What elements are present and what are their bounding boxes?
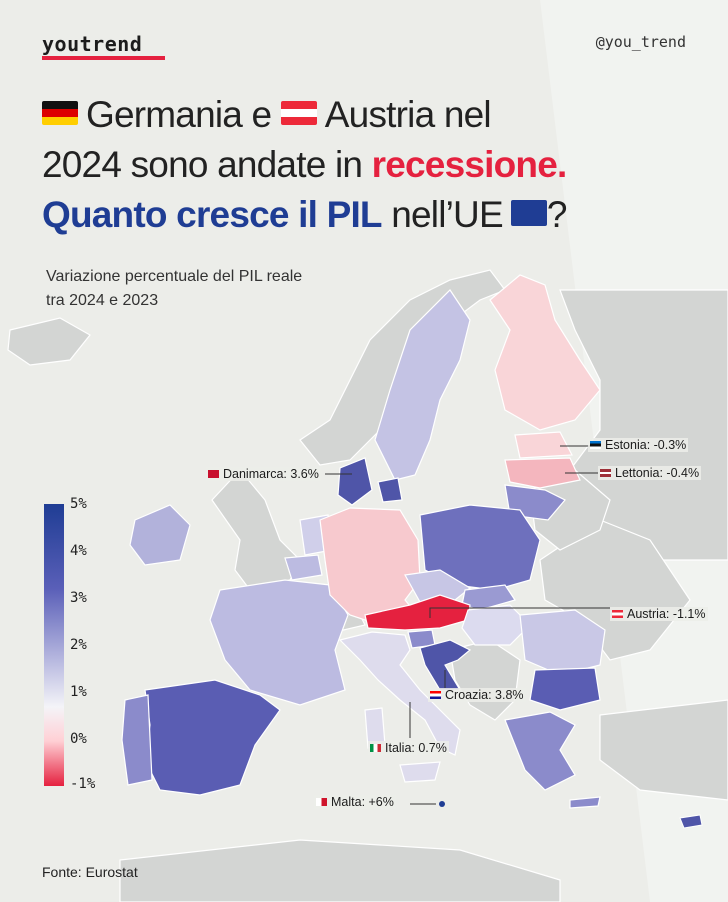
denmark-shape — [337, 457, 403, 506]
callout-latvia: Lettonia: -0.4% — [598, 466, 702, 480]
malta-flag-icon — [316, 797, 327, 806]
scale-label-3: 3% — [70, 590, 87, 606]
headline-eu: nell’UE — [381, 194, 503, 235]
social-handle: @you_trend — [595, 33, 686, 51]
greece-shape — [504, 711, 601, 809]
headline-question-mark: ? — [546, 194, 568, 235]
headline-line-3: Quanto cresce il PIL nell’UE? — [42, 190, 702, 240]
finland-shape — [489, 274, 601, 431]
turkey-shape — [599, 699, 728, 801]
eu-flag-icon — [510, 200, 547, 227]
headline-line-1: Germania e Austria nel — [42, 90, 702, 140]
callout-croatia-text: Croazia: 3.8% — [445, 688, 524, 702]
latvia-flag-icon — [600, 468, 611, 477]
subtitle: Variazione percentuale del PIL reale tra… — [46, 268, 303, 309]
czechia-shape — [404, 569, 472, 603]
iceland-shape — [7, 317, 91, 366]
france-shape — [209, 579, 349, 706]
headline: Germania e Austria nel 2024 sono andate … — [42, 90, 702, 240]
headline-text-2024: 2024 sono andate in — [42, 144, 372, 185]
callout-latvia-text: Lettonia: -0.4% — [615, 466, 700, 480]
latvia-shape — [504, 457, 581, 489]
scale-label-5: 5% — [70, 496, 87, 512]
estonia-flag-icon — [590, 440, 601, 449]
scale-label-1: 1% — [70, 684, 87, 700]
north-africa-shape — [119, 839, 561, 902]
headline-recession: recessione. — [371, 144, 568, 185]
callout-malta: Malta: +6% — [314, 795, 396, 809]
denmark-flag-icon — [208, 469, 219, 478]
germany-flag-icon — [42, 101, 78, 126]
headline-question: Quanto cresce il PIL — [42, 194, 383, 235]
croatia-flag-icon — [430, 690, 441, 699]
brand-underline — [42, 56, 165, 60]
color-scale-bar — [44, 504, 64, 786]
callout-italy-text: Italia: 0.7% — [385, 741, 447, 755]
callout-denmark-text: Danimarca: 3.6% — [223, 467, 319, 481]
estonia-shape — [514, 431, 573, 459]
bulgaria-shape — [529, 667, 601, 711]
source-note: Fonte: Eurostat — [42, 864, 138, 880]
hungary-shape — [461, 604, 531, 646]
callout-austria-text: Austria: -1.1% — [627, 607, 706, 621]
malta-shape — [439, 801, 445, 807]
austria-leader — [429, 607, 610, 618]
austria-flag-icon — [280, 101, 317, 126]
scale-label-2: 2% — [70, 637, 87, 653]
callout-croatia: Croazia: 3.8% — [428, 688, 526, 702]
headline-text-austria: Austria nel — [324, 94, 492, 135]
italy-flag-icon — [370, 743, 381, 752]
callout-estonia: Estonia: -0.3% — [588, 438, 689, 452]
callout-malta-text: Malta: +6% — [331, 795, 394, 809]
portugal-shape — [121, 694, 153, 786]
callout-denmark: Danimarca: 3.6% — [206, 467, 321, 481]
scale-label-0: 0% — [70, 731, 87, 747]
belgium-shape — [284, 554, 323, 581]
callout-austria: Austria: -1.1% — [610, 607, 708, 621]
callout-italy: Italia: 0.7% — [368, 741, 449, 755]
ireland-shape — [129, 504, 191, 566]
scale-label-4: 4% — [70, 543, 87, 559]
brand-logo: youtrend — [42, 32, 143, 56]
cyprus-shape — [679, 814, 703, 829]
romania-shape — [519, 609, 606, 676]
ukraine-shape — [539, 519, 691, 661]
sweden-shape — [374, 289, 471, 481]
headline-text-germany: Germania e — [86, 94, 272, 135]
headline-line-2: 2024 sono andate in recessione. — [42, 140, 702, 190]
croatia-shape — [419, 639, 472, 691]
scale-label-minus-1: -1% — [70, 776, 96, 792]
austria-mini-flag-icon — [612, 609, 623, 618]
callout-estonia-text: Estonia: -0.3% — [605, 438, 687, 452]
